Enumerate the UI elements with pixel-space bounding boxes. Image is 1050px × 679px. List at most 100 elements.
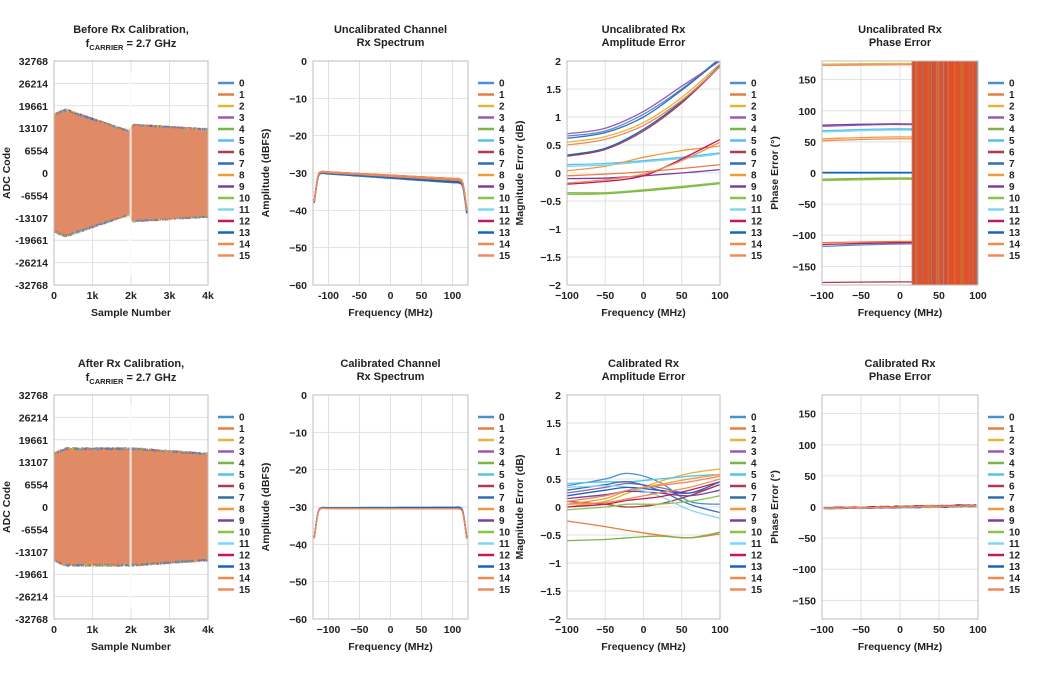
x-tick-label: 50 xyxy=(416,624,428,636)
panel-title: After Rx Calibration, xyxy=(78,358,184,370)
legend-label-2: 2 xyxy=(1009,436,1015,447)
y-tick-label: 26214 xyxy=(19,412,48,424)
panel-title-carrier: fCARRIER = 2.7 GHz xyxy=(86,372,177,386)
y-tick-label: −1 xyxy=(549,224,561,236)
y-axis-label: ADC Code xyxy=(1,147,13,199)
y-tick-label: 32768 xyxy=(19,390,48,402)
legend-label-8: 8 xyxy=(499,171,505,182)
plot-frame xyxy=(53,394,209,620)
y-tick-label: −150 xyxy=(792,261,816,273)
y-tick-label: −40 xyxy=(289,539,307,551)
legend-label-2: 2 xyxy=(239,436,245,447)
panel-after-adc: After Rx Calibration, fCARRIER = 2.7 GHz 0… xyxy=(1,358,251,653)
legend-label-10: 10 xyxy=(751,194,763,205)
legend-label-7: 7 xyxy=(499,493,505,504)
legend-label-10: 10 xyxy=(1009,194,1021,205)
y-tick-label: 1 xyxy=(555,112,561,124)
panel-title: Calibrated Rx xyxy=(865,358,937,370)
y-tick-label: −100 xyxy=(792,564,816,576)
y-tick-label: 0 xyxy=(810,168,816,180)
x-tick-label: 0 xyxy=(388,290,394,302)
y-tick-label: −0.5 xyxy=(540,196,561,208)
legend-label-1: 1 xyxy=(751,424,757,435)
legend-label-4: 4 xyxy=(499,125,505,136)
legend-label-1: 1 xyxy=(239,424,245,435)
legend-label-12: 12 xyxy=(499,217,511,228)
legend-label-4: 4 xyxy=(1009,459,1015,470)
legend-label-7: 7 xyxy=(1009,493,1015,504)
x-axis-label: Sample Number xyxy=(91,641,171,653)
x-axis-label: Frequency (MHz) xyxy=(601,641,686,653)
series-13-line xyxy=(313,506,468,538)
legend-label-2: 2 xyxy=(239,102,245,113)
plot-series xyxy=(313,170,468,214)
legend-label-6: 6 xyxy=(751,482,757,493)
legend-label-10: 10 xyxy=(499,194,511,205)
plot-series xyxy=(313,506,468,539)
legend-label-8: 8 xyxy=(499,505,505,516)
y-tick-label: −1.5 xyxy=(540,252,561,264)
y-tick-label: −10 xyxy=(289,427,307,439)
legend-label-4: 4 xyxy=(751,459,757,470)
y-tick-label: -13107 xyxy=(15,213,48,225)
legend-label-13: 13 xyxy=(499,228,511,239)
legend-label-13: 13 xyxy=(239,228,251,239)
y-tick-label: −2 xyxy=(549,280,561,292)
legend-label-3: 3 xyxy=(751,447,757,458)
panel-title: Calibrated Rx xyxy=(608,358,680,370)
legend-label-14: 14 xyxy=(239,240,251,251)
x-tick-label: 50 xyxy=(933,290,945,302)
y-tick-label: 2 xyxy=(555,390,561,402)
x-tick-label: 0 xyxy=(388,624,394,636)
y-tick-label: 19661 xyxy=(19,435,48,447)
x-tick-label: −50 xyxy=(596,290,614,302)
legend-label-5: 5 xyxy=(499,470,505,481)
y-tick-label: −100 xyxy=(792,230,816,242)
legend-label-10: 10 xyxy=(239,194,251,205)
legend-label-9: 9 xyxy=(499,516,505,527)
series-0-line xyxy=(567,61,718,137)
legend-label-11: 11 xyxy=(751,205,762,216)
y-tick-label: -6554 xyxy=(21,524,48,536)
series-15-line xyxy=(313,507,468,539)
legend-label-1: 1 xyxy=(1009,90,1015,101)
series-1-line xyxy=(567,163,720,177)
series-13-line xyxy=(313,172,468,213)
panel-title-line2: Phase Error xyxy=(869,371,932,383)
phase-wrap-region xyxy=(911,61,978,285)
x-tick-label: 0 xyxy=(641,290,647,302)
plot-series xyxy=(54,71,208,275)
series-14-line xyxy=(567,141,720,184)
x-tick-label: −50 xyxy=(852,290,870,302)
x-tick-label: −50 xyxy=(596,624,614,636)
y-axis-label: Amplitude (dBFS) xyxy=(260,129,272,218)
legend-label-11: 11 xyxy=(1009,539,1020,550)
gap-marker xyxy=(129,71,132,275)
y-tick-label: 100 xyxy=(798,106,816,118)
panel-title: Uncalibrated Rx xyxy=(858,24,943,36)
y-tick-label: −40 xyxy=(289,205,307,217)
legend-label-6: 6 xyxy=(239,482,245,493)
x-tick-label: 3k xyxy=(164,624,176,636)
legend-label-7: 7 xyxy=(239,159,245,170)
y-tick-label: 100 xyxy=(798,440,816,452)
legend-label-11: 11 xyxy=(499,205,510,216)
legend-label-11: 11 xyxy=(239,539,250,550)
legend-label-5: 5 xyxy=(751,470,757,481)
x-tick-label: -50 xyxy=(352,290,367,302)
y-tick-label: 13107 xyxy=(19,457,48,469)
x-axis-label: Frequency (MHz) xyxy=(601,307,686,319)
series-15-line xyxy=(567,66,720,146)
x-tick-label: 50 xyxy=(416,290,428,302)
legend-label-14: 14 xyxy=(751,240,763,251)
legend-label-12: 12 xyxy=(1009,217,1021,228)
series-9-line xyxy=(567,489,720,500)
y-tick-label: −0.5 xyxy=(540,530,561,542)
x-tick-label: 2k xyxy=(125,624,137,636)
legend-label-13: 13 xyxy=(751,562,763,573)
y-tick-label: −10 xyxy=(289,93,307,105)
